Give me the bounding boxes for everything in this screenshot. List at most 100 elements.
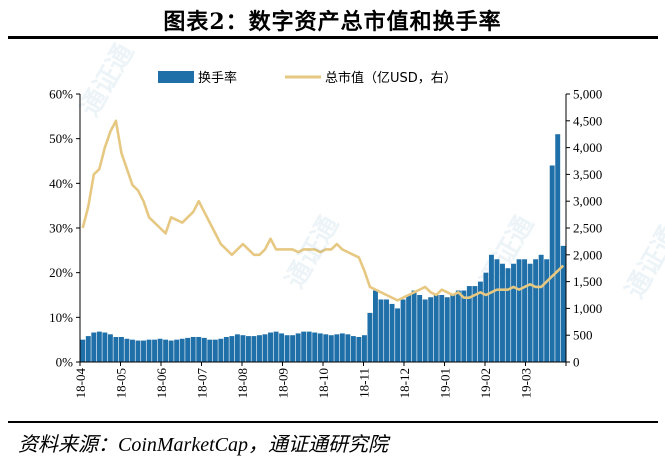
y-left-tick-label: 30% (49, 221, 73, 236)
turnover-bar (505, 268, 511, 362)
x-tick-label: 18-09 (276, 368, 291, 398)
chart-title: 图表2：数字资产总市值和换手率 (163, 9, 502, 35)
y-right-tick-label: 1,500 (573, 274, 602, 289)
turnover-bar (406, 295, 412, 362)
turnover-bar (450, 295, 456, 362)
turnover-bar (295, 333, 301, 362)
x-tick-label: 18-08 (235, 368, 250, 398)
y-right-tick-label: 3,000 (573, 194, 602, 209)
turnover-bar (400, 299, 406, 362)
turnover-bar (218, 338, 224, 362)
turnover-bar (350, 336, 356, 362)
x-tick-label: 18-10 (316, 368, 331, 398)
turnover-bar (212, 339, 218, 362)
turnover-bar (168, 340, 174, 362)
turnover-bar (91, 332, 97, 362)
y-right-tick-label: 1,000 (573, 301, 602, 316)
turnover-bar (268, 332, 273, 362)
x-tick-label: 18-05 (114, 368, 129, 398)
turnover-bar (527, 263, 533, 362)
turnover-bar (417, 295, 423, 362)
title-rule (8, 36, 658, 39)
turnover-bar (85, 336, 91, 362)
y-right-tick-label: 2,000 (573, 247, 602, 262)
turnover-bar (533, 259, 539, 362)
y-right-tick-label: 5,000 (573, 87, 602, 102)
x-tick-label: 18-12 (397, 368, 412, 398)
turnover-bar (361, 335, 367, 362)
y-left-tick-label: 50% (49, 131, 73, 146)
y-right-tick-label: 4,000 (573, 140, 602, 155)
turnover-bar (201, 337, 207, 362)
x-tick-label: 18-04 (73, 368, 88, 399)
x-tick-label: 19-03 (519, 368, 534, 398)
source-rule (8, 421, 658, 423)
x-tick-label: 18-11 (357, 368, 372, 398)
legend-swatch-turnover (158, 71, 194, 83)
turnover-bar (290, 335, 296, 362)
turnover-bar (433, 295, 439, 362)
y-left-tick-label: 40% (49, 176, 73, 191)
turnover-bar (257, 335, 262, 362)
turnover-bar (522, 259, 528, 362)
turnover-bar (555, 134, 561, 362)
turnover-bar (130, 339, 135, 362)
turnover-bar (511, 263, 516, 362)
turnover-bar (174, 339, 180, 362)
x-tick-label: 19-01 (438, 368, 453, 398)
turnover-bar (345, 334, 351, 362)
turnover-bar (483, 272, 489, 362)
turnover-bar (284, 335, 290, 362)
turnover-bar (262, 334, 268, 362)
turnover-bar (334, 334, 340, 362)
y-right-tick-label: 2,500 (573, 221, 602, 236)
turnover-bar (185, 337, 191, 362)
turnover-bar (196, 336, 202, 362)
x-tick-label: 19-02 (478, 368, 493, 398)
turnover-bar (229, 336, 235, 362)
turnover-bar (157, 338, 163, 362)
turnover-bar (279, 333, 285, 362)
turnover-bar (135, 340, 141, 362)
turnover-bar (444, 297, 450, 362)
turnover-bar (378, 299, 384, 362)
y-right-tick-label: 500 (573, 328, 593, 343)
legend-label-market-cap: 总市值（亿USD，右） (325, 70, 457, 86)
x-tick-label: 18-06 (154, 368, 169, 399)
turnover-bar (107, 334, 113, 362)
turnover-bar (428, 297, 434, 362)
turnover-bar (96, 331, 102, 362)
legend-label-turnover: 换手率 (198, 70, 237, 86)
turnover-bar (80, 339, 86, 362)
turnover-bar (113, 336, 119, 362)
turnover-bar (356, 336, 362, 362)
turnover-bar (560, 245, 566, 362)
turnover-bar (317, 333, 323, 362)
turnover-bar (373, 290, 378, 362)
turnover-bar (102, 332, 108, 362)
turnover-bar (549, 165, 555, 362)
turnover-bar (251, 336, 257, 362)
y-left-tick-label: 60% (49, 87, 73, 102)
turnover-bar (455, 290, 461, 362)
market-cap-line (81, 119, 565, 302)
turnover-bar (516, 259, 522, 362)
y-left-tick-label: 0% (56, 355, 74, 370)
turnover-bar (411, 290, 417, 362)
turnover-bar (466, 286, 472, 362)
turnover-bar (163, 339, 169, 362)
y-right-tick-label: 4,500 (573, 113, 602, 128)
turnover-bar (538, 254, 544, 362)
y-left-tick-label: 20% (49, 265, 73, 280)
turnover-bar (141, 340, 146, 362)
turnover-bar (190, 336, 196, 362)
turnover-bar (118, 336, 124, 362)
turnover-bar (306, 331, 312, 362)
turnover-bar (323, 334, 329, 362)
turnover-bar (301, 331, 307, 362)
source-note: 资料来源：CoinMarketCap，通证通研究院 (18, 434, 388, 456)
turnover-bar (367, 312, 373, 362)
turnover-bar (234, 334, 240, 362)
y-left-tick-label: 10% (49, 310, 73, 325)
turnover-bar (223, 336, 229, 362)
